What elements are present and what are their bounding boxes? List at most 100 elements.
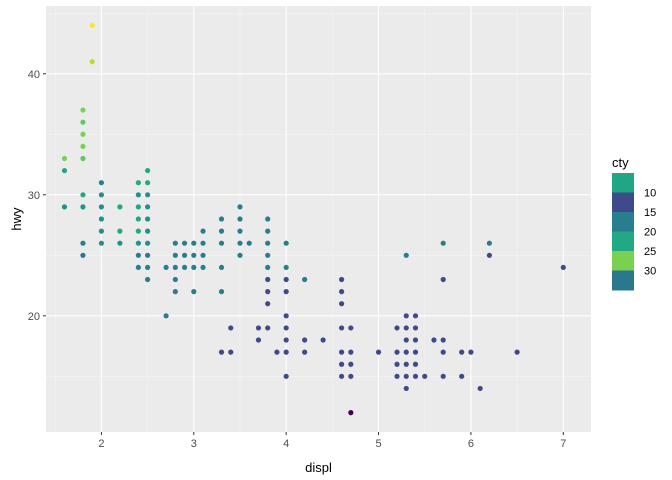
data-point	[265, 252, 271, 258]
data-point	[394, 373, 400, 379]
data-point	[145, 216, 151, 222]
data-point	[218, 349, 225, 355]
data-point	[228, 325, 234, 331]
data-point	[348, 373, 354, 379]
data-point	[459, 373, 465, 379]
y-tick-label: 30	[28, 190, 40, 202]
data-point	[255, 325, 262, 331]
data-point	[486, 240, 492, 246]
data-point	[394, 361, 400, 367]
data-point	[265, 264, 271, 271]
data-point	[403, 385, 409, 392]
data-point	[486, 252, 492, 258]
legend-key	[612, 251, 634, 271]
data-point	[145, 192, 151, 198]
axes: 2 3 4 5 6 7 20 30 40	[28, 69, 567, 450]
data-point	[265, 301, 271, 307]
data-point	[348, 325, 354, 331]
data-point	[412, 349, 419, 355]
data-point	[80, 240, 86, 246]
data-point	[283, 373, 289, 379]
data-point	[80, 204, 86, 210]
data-point	[237, 240, 243, 246]
data-point	[375, 349, 382, 355]
data-point	[89, 59, 95, 65]
data-point	[422, 373, 428, 379]
data-point	[514, 349, 520, 355]
data-point	[228, 349, 234, 355]
data-point	[265, 228, 271, 234]
data-point	[403, 361, 409, 367]
data-point	[338, 276, 345, 283]
data-point	[181, 240, 188, 246]
data-point	[80, 192, 86, 198]
data-point	[265, 276, 271, 283]
data-point	[468, 349, 474, 355]
data-point	[163, 313, 169, 319]
legend-key	[612, 231, 634, 252]
data-point	[191, 252, 197, 258]
y-tick-label: 20	[28, 311, 40, 323]
data-point	[172, 276, 178, 283]
data-point	[237, 252, 243, 258]
data-point	[338, 361, 345, 367]
data-point	[237, 204, 243, 210]
data-point	[172, 252, 178, 258]
data-point	[135, 192, 141, 198]
data-point	[98, 228, 105, 234]
data-point	[338, 349, 345, 355]
data-point	[283, 264, 289, 271]
legend-key	[612, 173, 634, 193]
data-point	[145, 252, 151, 258]
data-point	[200, 252, 206, 258]
data-point	[440, 337, 446, 343]
data-point	[431, 337, 437, 343]
data-point	[145, 180, 151, 186]
data-point	[80, 131, 86, 137]
data-point	[117, 204, 123, 210]
legend-key	[612, 192, 634, 213]
data-point	[191, 289, 197, 295]
data-point	[200, 228, 206, 234]
data-point	[218, 216, 225, 222]
data-point	[412, 325, 419, 331]
data-point	[181, 252, 188, 258]
data-point	[338, 289, 345, 295]
data-point	[172, 240, 178, 246]
data-point	[135, 240, 141, 246]
data-point	[265, 325, 271, 331]
data-point	[348, 349, 354, 355]
data-point	[440, 349, 446, 355]
data-point	[117, 240, 123, 246]
data-point	[394, 325, 400, 331]
y-tick-label: 40	[28, 69, 40, 81]
data-point	[163, 264, 169, 271]
data-point	[283, 289, 289, 295]
data-point	[237, 216, 243, 222]
legend-key	[612, 270, 634, 291]
data-point	[459, 349, 465, 355]
data-point	[218, 240, 225, 246]
data-point	[80, 155, 86, 162]
data-point	[412, 361, 419, 367]
data-point	[560, 264, 566, 271]
data-point	[274, 349, 280, 355]
data-point	[403, 373, 409, 379]
data-point	[80, 107, 86, 113]
data-point	[403, 252, 409, 258]
data-point	[145, 264, 151, 271]
data-point	[145, 276, 151, 283]
x-axis-title: displ	[305, 460, 332, 475]
data-point	[218, 289, 225, 295]
data-point	[98, 216, 105, 222]
data-point	[265, 240, 271, 246]
data-point	[412, 313, 419, 319]
data-point	[135, 204, 141, 210]
data-point	[61, 155, 68, 162]
legend-title: cty	[612, 155, 629, 170]
x-tick-label: 7	[560, 438, 566, 450]
data-point	[145, 240, 151, 246]
data-point	[403, 325, 409, 331]
data-point	[80, 119, 86, 125]
